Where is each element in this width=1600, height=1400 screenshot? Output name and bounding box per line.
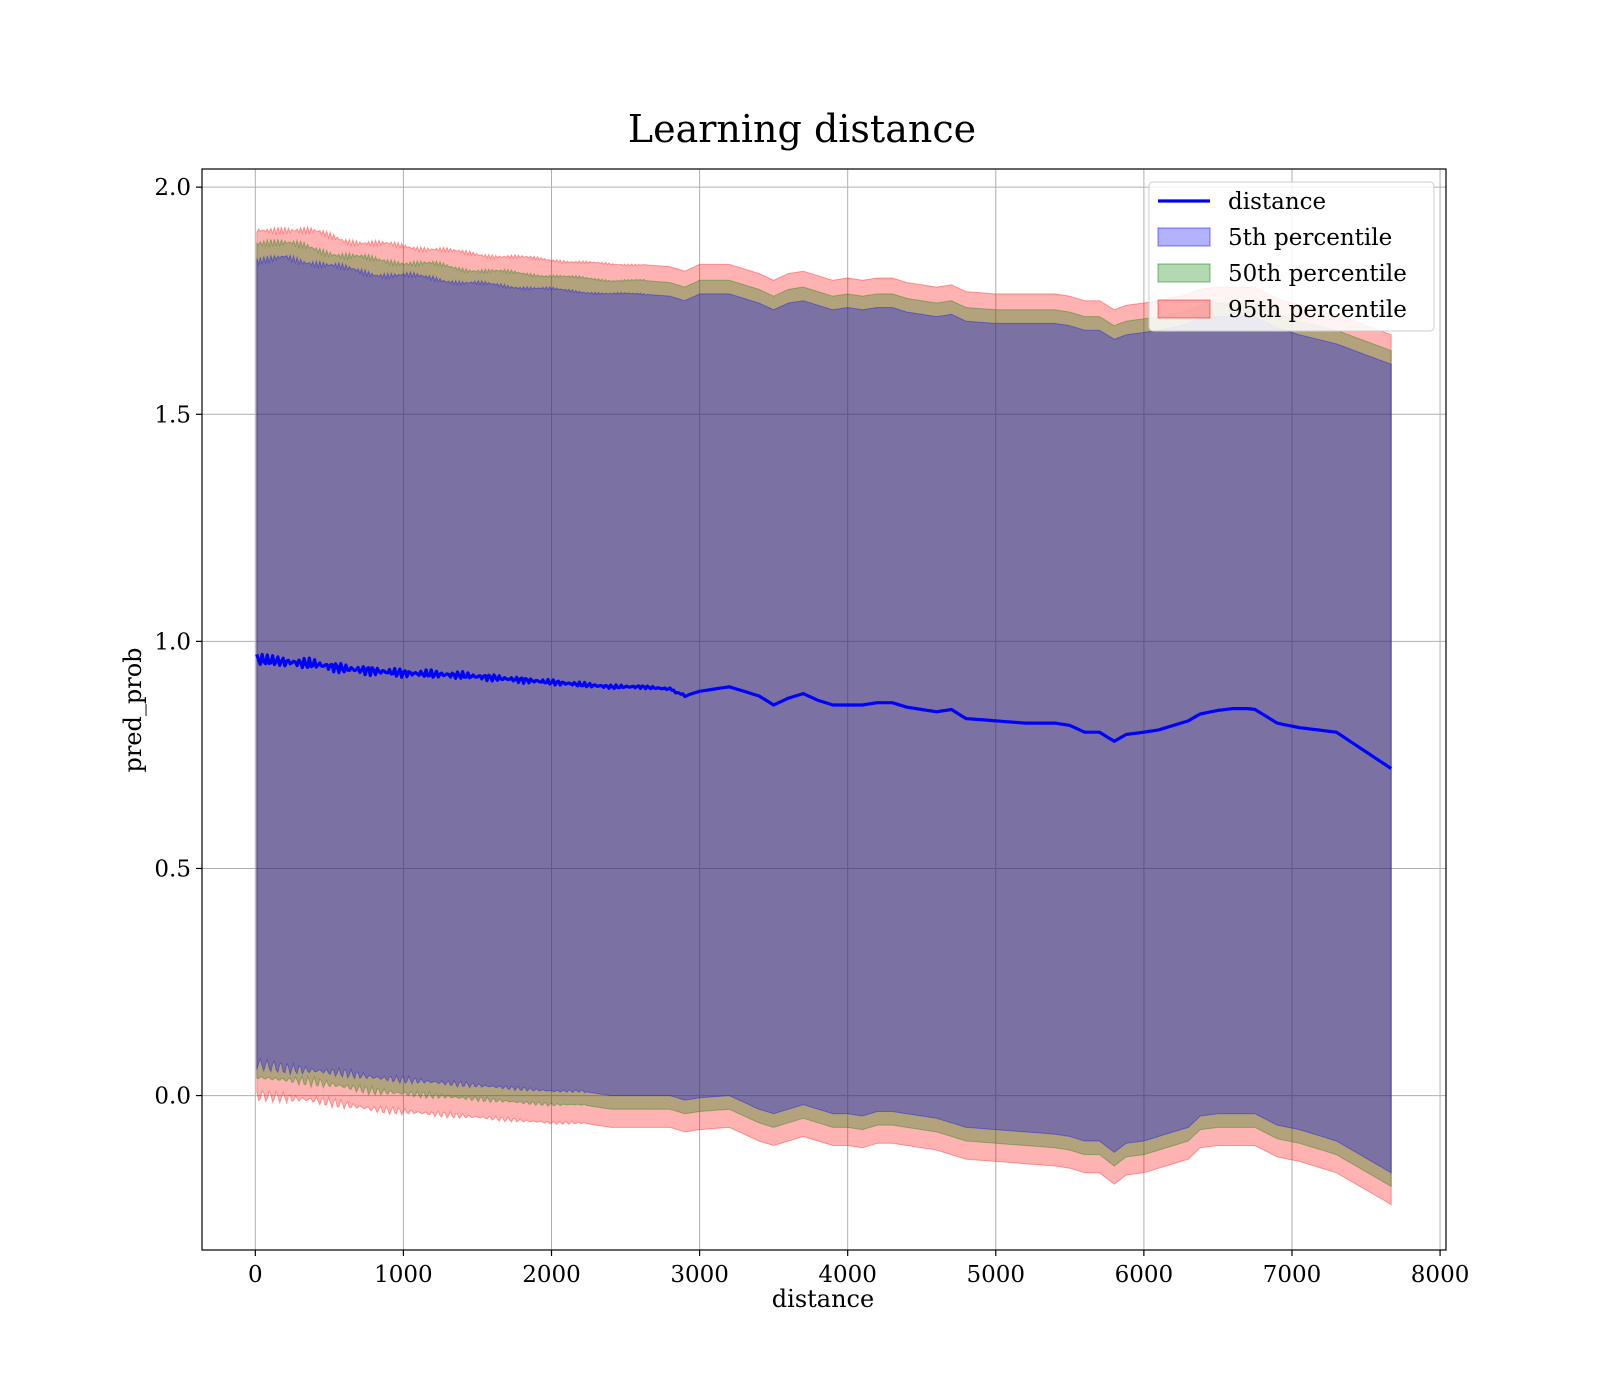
y-tick-label-0: 0.0: [154, 1084, 191, 1110]
x-axis-label: distance: [772, 1285, 874, 1313]
legend-label-50th-percentile: 50th percentile: [1228, 261, 1407, 287]
x-tick-label-8: 8000: [1411, 1262, 1470, 1288]
grid: [202, 169, 1446, 1250]
x-tick-label-1: 1000: [374, 1262, 433, 1288]
x-tick-label-0: 0: [248, 1262, 263, 1288]
x-tick-label-7: 7000: [1263, 1262, 1322, 1288]
chart-title: Learning distance: [628, 107, 976, 151]
plot-frame: [201, 168, 1447, 1251]
x-tick-label-5: 5000: [967, 1262, 1026, 1288]
y-tick-label-4: 2.0: [154, 175, 191, 201]
legend-label-distance: distance: [1228, 189, 1326, 215]
y-tick-label-1: 0.5: [154, 856, 191, 882]
y-axis-label: pred_prob: [119, 647, 147, 772]
x-axis-ticks: 0 1000 2000 3000 4000 5000 6000 7000 8000: [248, 1250, 1469, 1288]
band-5th-percentile: [256, 253, 1392, 1174]
distance-line-layer: [255, 652, 1393, 770]
band-95th-percentile: [256, 224, 1392, 1206]
x-tick-label-4: 4000: [818, 1262, 877, 1288]
legend: distance 5th percentile 50th percentile …: [1148, 181, 1435, 332]
percentile-bands: [256, 224, 1392, 1206]
legend-box: [1148, 181, 1435, 332]
y-tick-label-2: 1.0: [154, 629, 191, 655]
legend-swatch-50th-percentile: [1157, 263, 1211, 283]
x-tick-label-2: 2000: [522, 1262, 581, 1288]
legend-label-95th-percentile: 95th percentile: [1228, 297, 1407, 323]
legend-label-5th-percentile: 5th percentile: [1228, 225, 1392, 251]
y-tick-label-3: 1.5: [154, 402, 191, 428]
y-axis-ticks: 0.0 0.5 1.0 1.5 2.0: [154, 175, 202, 1110]
distance-line: [255, 652, 1393, 770]
legend-swatch-5th-percentile: [1157, 227, 1211, 247]
x-tick-label-6: 6000: [1115, 1262, 1174, 1288]
legend-swatch-95th-percentile: [1157, 299, 1211, 319]
band-50th-percentile: [256, 237, 1392, 1188]
x-tick-label-3: 3000: [670, 1262, 729, 1288]
